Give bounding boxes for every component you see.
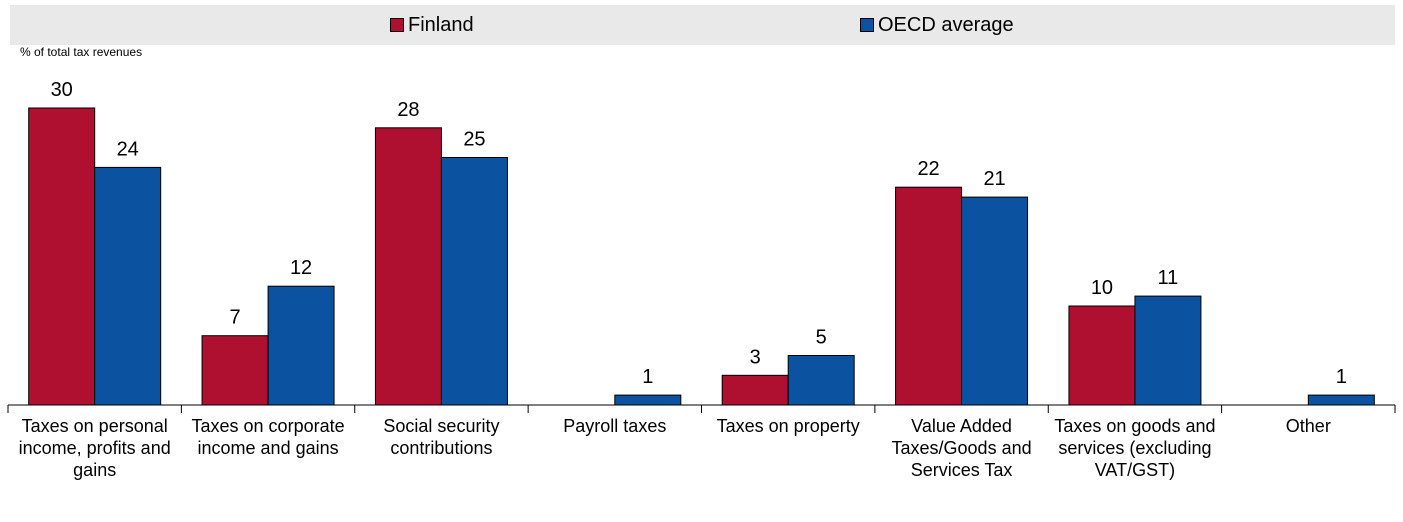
legend: Finland OECD average <box>10 5 1395 45</box>
data-label: 7 <box>230 307 241 329</box>
legend-item-finland: Finland <box>390 5 474 45</box>
legend-swatch-finland <box>390 18 404 32</box>
x-axis-tick-label: Taxes on goods and services (excluding V… <box>1054 416 1216 480</box>
bar-oecd <box>440 157 508 406</box>
bar-oecd <box>614 394 682 406</box>
bar-oecd <box>1134 295 1202 406</box>
x-axis-tick-label: Taxes on corporate income and gains <box>191 416 345 458</box>
data-label: 11 <box>1158 267 1179 289</box>
data-label: 22 <box>917 158 939 180</box>
bar-finland <box>1068 305 1136 406</box>
data-label: 3 <box>750 346 761 368</box>
data-label: 25 <box>463 129 485 151</box>
x-axis-tick-label: Payroll taxes <box>563 416 667 436</box>
bar-finland <box>721 374 789 406</box>
data-label: 21 <box>983 168 1005 190</box>
bar-finland <box>201 335 269 406</box>
bar-oecd <box>961 196 1029 406</box>
legend-item-oecd: OECD average <box>860 5 1014 45</box>
data-label: 12 <box>290 257 312 279</box>
bar-oecd <box>94 166 162 406</box>
legend-swatch-oecd <box>860 18 874 32</box>
bar-finland <box>895 186 963 406</box>
data-label: 10 <box>1091 277 1113 299</box>
bar-finland <box>374 127 442 406</box>
x-axis-tick-label: Value Added Taxes/Goods and Services Tax <box>891 416 1032 480</box>
bar-oecd <box>267 285 335 406</box>
data-label: 5 <box>816 327 827 349</box>
bar-oecd <box>787 355 855 406</box>
data-label: 1 <box>1336 366 1347 388</box>
data-label: 1 <box>642 366 653 388</box>
legend-label-finland: Finland <box>408 13 474 36</box>
y-axis-label: % of total tax revenues <box>20 45 143 59</box>
x-axis-tick-label: Taxes on personal income, profits and ga… <box>18 416 171 480</box>
legend-label-oecd: OECD average <box>878 13 1014 36</box>
data-label: 30 <box>51 79 73 101</box>
data-label: 24 <box>117 138 139 160</box>
data-label: 28 <box>397 99 419 121</box>
x-axis-tick-label: Social security contributions <box>383 416 500 458</box>
bar-oecd <box>1307 394 1375 406</box>
bar-finland <box>28 107 96 406</box>
x-axis-tick-label: Taxes on property <box>716 416 860 436</box>
x-axis-tick-label: Other <box>1285 416 1331 436</box>
